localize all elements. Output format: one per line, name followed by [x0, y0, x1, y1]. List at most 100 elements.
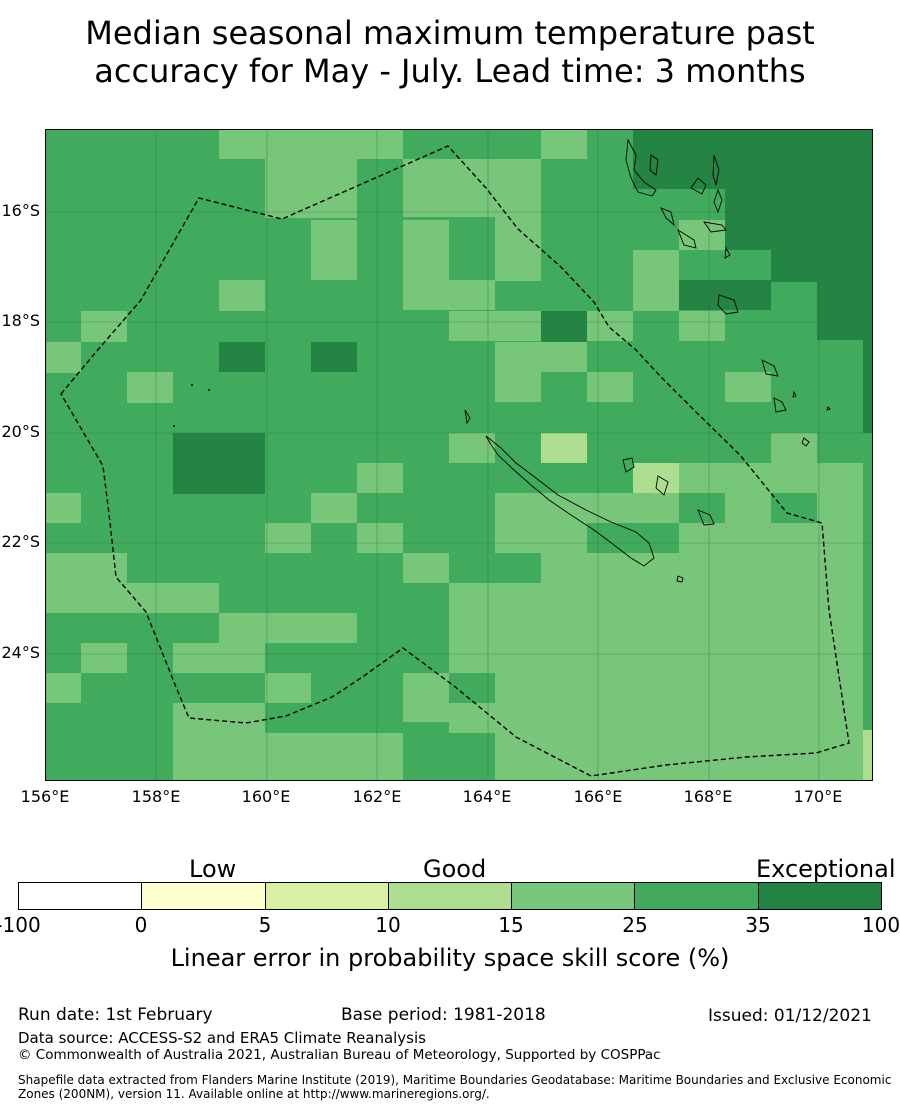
skill-cell: [81, 643, 127, 673]
lat-label: 16°S: [1, 201, 40, 220]
skill-cell: [265, 130, 357, 188]
skill-cell: [679, 463, 771, 493]
lon-label: 170°E: [793, 787, 843, 806]
colorbar-segment: [142, 883, 266, 909]
skill-cell: [265, 188, 357, 218]
skill-cell: [495, 372, 541, 402]
data-source: Data source: ACCESS-S2 and ERA5 Climate …: [18, 1029, 426, 1047]
skill-cell: [173, 703, 265, 780]
skill-cell-exceptional: [541, 311, 587, 342]
title-line-1: Median seasonal maximum temperature past: [85, 14, 815, 52]
lat-label: 18°S: [1, 311, 40, 330]
skill-cell: [81, 311, 127, 341]
skill-cell: [265, 673, 311, 703]
skill-cells: [46, 130, 872, 780]
skill-cell: [495, 493, 587, 553]
skill-cell-exceptional: [679, 280, 771, 310]
skill-cell: [725, 372, 771, 402]
copyright: © Commonwealth of Australia 2021, Austra…: [18, 1047, 661, 1063]
issued-date: Issued: 01/12/2021: [708, 1006, 872, 1026]
skill-cell: [587, 553, 679, 780]
reef-dot: [173, 425, 175, 427]
skill-cell: [817, 523, 863, 780]
colorbar-title: Linear error in probability space skill …: [170, 944, 730, 972]
skill-cell: [771, 433, 817, 463]
skill-cell: [449, 280, 495, 310]
lon-label: 156°E: [20, 787, 70, 806]
colorbar-segment: [512, 883, 636, 909]
skill-cell: [495, 342, 541, 372]
skill-cell: [311, 250, 357, 280]
skill-cell: [863, 730, 872, 780]
skill-cell: [403, 250, 449, 280]
skill-cell: [495, 220, 541, 281]
shapefile-credit: Shapefile data extracted from Flanders M…: [18, 1073, 900, 1101]
colorbar-segment: [265, 883, 389, 909]
new-caledonia-island: [485, 435, 655, 567]
skill-cell: [173, 583, 219, 613]
colorbar-segment: [758, 883, 881, 909]
lon-label: 158°E: [131, 787, 181, 806]
vanuatu-islands: [625, 138, 831, 447]
skill-cell: [495, 583, 541, 643]
skill-cell: [679, 311, 725, 341]
skill-cell: [403, 553, 449, 583]
colorbar-segment: [19, 883, 143, 909]
lon-label: 162°E: [352, 787, 402, 806]
reef-dot: [191, 384, 193, 386]
skill-cell-exceptional: [633, 130, 872, 189]
skill-cell: [173, 643, 265, 673]
colorbar-tick: 15: [498, 913, 524, 937]
skill-cell: [219, 613, 311, 643]
skill-cell: [541, 130, 587, 159]
skill-cell: [357, 463, 403, 493]
shapefile-credit-line-2: Zones (200NM), version 11. Available onl…: [18, 1087, 490, 1101]
skill-cell-exceptional: [725, 189, 872, 250]
skill-cell: [127, 372, 173, 403]
skill-cell-exceptional: [817, 280, 863, 340]
skill-cell: [587, 372, 633, 402]
lon-label: 166°E: [573, 787, 623, 806]
skill-cell: [357, 523, 403, 553]
skill-cell: [265, 523, 311, 553]
skill-cell-exceptional: [863, 250, 872, 433]
legend-category-good: Good: [423, 855, 487, 883]
skill-cell: [495, 643, 587, 780]
skill-cell: [46, 342, 81, 373]
skill-cell: [587, 311, 633, 341]
colorbar-tick: 100: [861, 913, 900, 937]
base-period: Base period: 1981-2018: [341, 1005, 546, 1025]
map-canvas: [46, 130, 872, 780]
skill-map: [45, 129, 873, 781]
eez-boundary: [60, 145, 850, 777]
colorbar-tick: 0: [134, 913, 148, 937]
skill-cell: [46, 673, 81, 703]
skill-cell: [587, 493, 679, 523]
skill-cell: [725, 523, 817, 780]
reef-dot: [208, 389, 210, 391]
skill-cell-exceptional: [771, 251, 872, 282]
shapefile-credit-line-1: Shapefile data extracted from Flanders M…: [18, 1073, 892, 1087]
legend-category-exceptional: Exceptional: [756, 855, 896, 883]
skill-cell: [311, 493, 357, 523]
loyalty-islands: [464, 409, 715, 583]
skill-cell: [449, 311, 541, 341]
skill-cell: [219, 280, 265, 311]
skill-cell: [403, 280, 449, 310]
lon-label: 160°E: [241, 787, 291, 806]
skill-cell: [541, 553, 587, 643]
colorbar-tick: -100: [0, 913, 41, 937]
skill-cell: [449, 703, 495, 733]
skill-cell: [771, 463, 817, 493]
skill-cell: [449, 583, 495, 673]
skill-cell: [817, 463, 863, 523]
skill-cell: [46, 493, 81, 523]
skill-cell: [403, 159, 495, 217]
lon-label: 164°E: [462, 787, 512, 806]
skill-cell-exceptional: [219, 342, 265, 372]
colorbar-segment: [388, 883, 513, 909]
colorbar-tick: 10: [375, 913, 401, 937]
skill-cell: [633, 250, 679, 311]
lat-label: 24°S: [1, 643, 40, 662]
skill-cell: [311, 220, 357, 251]
